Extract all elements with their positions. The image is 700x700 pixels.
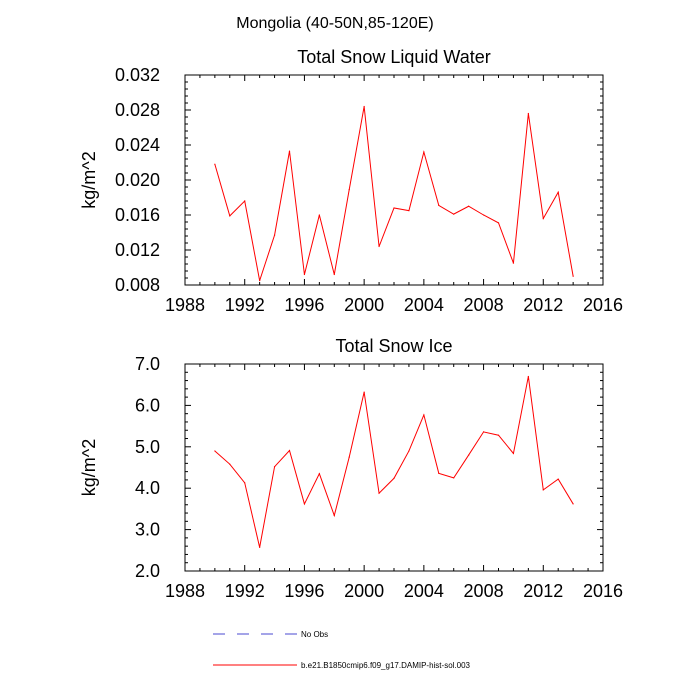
data-point — [482, 214, 485, 216]
plots: Total Snow Liquid Water kg/m^2 1988 1992 199… — [79, 47, 623, 601]
y-tick-label: 5.0 — [135, 437, 160, 457]
x-tick-label: 1996 — [284, 295, 324, 315]
data-point — [363, 391, 365, 393]
y-tick-label: 0.028 — [115, 100, 160, 120]
data-point — [393, 207, 395, 209]
data-point — [468, 454, 470, 456]
data-point — [244, 482, 246, 484]
y-tick-label: 0.008 — [115, 275, 160, 295]
x-tick-label: 1988 — [165, 295, 205, 315]
x-tick-label: 2008 — [464, 581, 504, 601]
data-point — [468, 205, 470, 207]
legend: No Obs b.e21.B1850cmip6.f09_g17.DAMIP-hi… — [213, 630, 471, 670]
x-tick-label: 2012 — [523, 295, 563, 315]
data-point — [318, 214, 320, 216]
chart-bottom: Total Snow Ice kg/m^2 1988 1992 1996 2000 2004… — [79, 336, 623, 601]
data-point — [303, 503, 306, 505]
data-point — [423, 414, 425, 416]
data-point — [572, 275, 574, 277]
data-point — [214, 163, 216, 165]
data-point — [542, 489, 544, 491]
data-point — [214, 450, 216, 452]
data-point — [557, 478, 559, 480]
data-point — [572, 503, 574, 505]
data-point — [273, 466, 276, 468]
series-line — [214, 106, 574, 281]
data-point — [333, 514, 335, 517]
data-point — [512, 262, 515, 264]
data-point — [229, 463, 231, 465]
figure-title: Mongolia (40-50N,85-120E) — [236, 15, 433, 32]
data-point — [348, 456, 350, 458]
chart-title: Total Snow Liquid Water — [297, 47, 490, 67]
chart-top: Total Snow Liquid Water kg/m^2 1988 1992 199… — [79, 47, 623, 315]
data-point — [453, 477, 455, 479]
data-point — [318, 473, 320, 475]
x-tick-label: 1988 — [165, 581, 205, 601]
y-axis-label: kg/m^2 — [79, 151, 99, 208]
legend-label-no-obs: No Obs — [301, 630, 328, 639]
data-point — [408, 450, 410, 452]
data-point — [557, 191, 559, 193]
data-point — [497, 222, 500, 224]
x-tick-label: 2012 — [523, 581, 563, 601]
data-point — [259, 280, 261, 282]
data-point — [527, 375, 529, 378]
x-tick-label: 2016 — [583, 295, 623, 315]
y-tick-label: 0.016 — [115, 205, 160, 225]
y-tick-label: 6.0 — [135, 395, 160, 415]
x-tick-label: 1992 — [225, 295, 265, 315]
data-point — [303, 273, 306, 276]
data-point — [244, 200, 246, 202]
data-point — [497, 434, 500, 436]
data-point — [288, 449, 291, 452]
x-tick-label: 2016 — [583, 581, 623, 601]
data-point — [408, 210, 410, 212]
data-point — [393, 477, 395, 479]
y-tick-label: 3.0 — [135, 520, 160, 540]
data-point — [438, 204, 440, 206]
y-tick-label: 2.0 — [135, 561, 160, 581]
data-point — [512, 452, 515, 455]
data-point — [259, 546, 261, 549]
data-point — [229, 215, 231, 217]
x-tick-label: 1996 — [284, 581, 324, 601]
data-point — [423, 151, 425, 153]
data-point — [482, 431, 485, 433]
y-tick-label: 0.032 — [115, 65, 160, 85]
y-tick-label: 4.0 — [135, 478, 160, 498]
x-tick-label: 2004 — [404, 295, 444, 315]
data-point — [527, 112, 529, 115]
y-tick-label: 0.024 — [115, 135, 160, 155]
x-tick-label: 2008 — [464, 295, 504, 315]
data-point — [438, 472, 440, 474]
series-line — [214, 376, 574, 548]
data-point — [348, 189, 350, 191]
y-tick-label: 0.020 — [115, 170, 160, 190]
x-tick-label: 2000 — [344, 295, 384, 315]
plot-frame — [184, 74, 604, 286]
x-tick-label: 1992 — [225, 581, 265, 601]
x-tick-label: 2000 — [344, 581, 384, 601]
legend-label-model: b.e21.B1850cmip6.f09_g17.DAMIP-hist-sol.… — [301, 661, 471, 670]
data-point — [273, 234, 276, 236]
x-tick-label: 2004 — [404, 581, 444, 601]
y-tick-label: 7.0 — [135, 354, 160, 374]
chart-title: Total Snow Ice — [335, 336, 452, 356]
data-point — [453, 213, 455, 215]
data-point — [542, 217, 544, 220]
data-point — [378, 245, 380, 248]
y-tick-label: 0.012 — [115, 240, 160, 260]
data-point — [288, 150, 291, 152]
data-point — [378, 492, 380, 494]
data-point — [333, 273, 335, 276]
y-axis-label: kg/m^2 — [79, 439, 99, 496]
data-point — [363, 105, 365, 108]
